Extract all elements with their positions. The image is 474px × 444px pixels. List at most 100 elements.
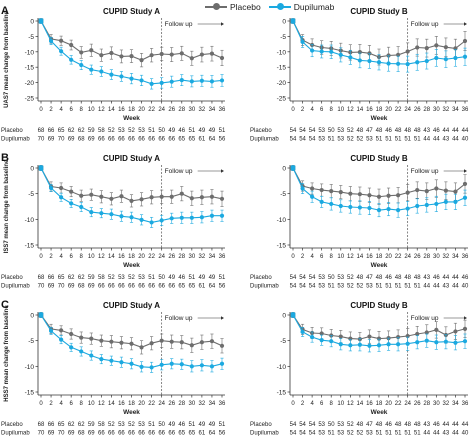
x-tick-label: 12 [347, 254, 354, 260]
at-risk-count: 68 [38, 128, 45, 134]
x-tick-label: 32 [199, 254, 206, 260]
data-point-dupilumab [300, 329, 305, 335]
data-point-placebo [209, 339, 215, 344]
data-point-dupilumab [199, 215, 204, 220]
at-risk-count: 61 [199, 284, 206, 290]
chart-title: CUPID Study A [103, 7, 160, 16]
data-point-dupilumab [405, 341, 410, 346]
at-risk-count: 53 [118, 128, 125, 134]
at-risk-count: 53 [318, 137, 325, 143]
data-point-placebo [69, 331, 74, 337]
followup-label: Follow up [165, 21, 193, 28]
at-risk-count: 44 [433, 284, 440, 290]
at-risk-row-label: Dupilumab [1, 431, 30, 437]
data-point-dupilumab [443, 339, 448, 344]
x-tick-label: 6 [69, 401, 73, 407]
data-point-placebo [415, 187, 420, 193]
at-risk-count: 46 [178, 275, 185, 281]
at-risk-count: 66 [128, 137, 135, 143]
at-risk-count: 66 [118, 284, 125, 290]
at-risk-count: 53 [366, 284, 373, 290]
x-tick-label: 8 [80, 107, 84, 113]
x-tick-label: 18 [376, 107, 383, 113]
data-point-placebo [415, 45, 420, 50]
data-point-placebo [396, 334, 401, 340]
x-tick-label: 34 [209, 254, 216, 260]
data-point-dupilumab [89, 353, 94, 358]
at-risk-count: 65 [178, 284, 185, 290]
x-tick-label: 26 [414, 107, 421, 113]
x-tick-label: 8 [330, 254, 334, 260]
x-tick-label: 14 [108, 401, 115, 407]
x-tick-label: 8 [80, 401, 84, 407]
x-tick-label: 4 [59, 107, 63, 113]
at-risk-count: 53 [337, 422, 344, 428]
at-risk-count: 44 [443, 275, 450, 281]
at-risk-count: 48 [395, 422, 402, 428]
data-point-dupilumab [48, 185, 54, 191]
at-risk-count: 48 [376, 128, 383, 134]
data-point-dupilumab [89, 67, 94, 72]
data-point-placebo [434, 327, 439, 332]
data-point-dupilumab [59, 49, 64, 54]
x-tick-label: 28 [423, 107, 430, 113]
at-risk-count: 44 [452, 431, 459, 437]
data-point-dupilumab [179, 78, 184, 83]
x-tick-label: 6 [320, 107, 324, 113]
y-tick-label: -5 [28, 338, 34, 345]
at-risk-count: 49 [209, 422, 216, 428]
x-tick-label: 14 [108, 254, 115, 260]
x-tick-label: 12 [347, 401, 354, 407]
y-axis-label: UAS7 mean change from baseline [4, 10, 10, 107]
legend-label-dupilumab: Dupilumab [293, 1, 335, 12]
at-risk-count: 66 [48, 422, 55, 428]
data-point-dupilumab [434, 201, 439, 207]
panel-A-study-a: A CUPID Study A 0 -5 -10 -15 -20 -25 UAS7 mean c… [1, 5, 226, 143]
x-tick-label: 30 [433, 401, 440, 407]
at-risk-count: 70 [58, 284, 65, 290]
data-point-dupilumab [424, 58, 429, 64]
at-risk-count: 50 [328, 275, 335, 281]
data-point-dupilumab [310, 334, 315, 340]
x-axis-label: Week [371, 115, 388, 122]
data-point-placebo [189, 343, 194, 348]
x-tick-label: 6 [320, 254, 324, 260]
data-point-placebo [99, 53, 104, 58]
at-risk-count: 54 [309, 431, 316, 437]
y-tick-label: -5 [28, 191, 34, 198]
x-tick-label: 22 [148, 107, 155, 113]
at-risk-count: 53 [366, 431, 373, 437]
data-point-placebo [119, 194, 124, 199]
data-point-placebo [139, 197, 144, 202]
data-point-placebo [310, 186, 315, 191]
data-point-placebo [139, 345, 144, 350]
followup-label: Follow up [411, 168, 439, 175]
at-risk-count: 69 [48, 284, 55, 290]
at-risk-count: 52 [128, 275, 135, 281]
at-risk-count: 54 [309, 137, 316, 143]
at-risk-count: 51 [188, 422, 195, 428]
x-tick-label: 22 [148, 254, 155, 260]
data-point-dupilumab [179, 362, 184, 367]
data-point-placebo [453, 189, 458, 194]
y-tick-label: -10 [25, 217, 35, 224]
at-risk-count: 54 [309, 284, 316, 290]
data-point-placebo [424, 330, 429, 335]
at-risk-count: 48 [414, 275, 421, 281]
x-tick-label: 18 [128, 107, 135, 113]
data-point-dupilumab [329, 49, 334, 54]
at-risk-count: 53 [337, 431, 344, 437]
x-tick-label: 34 [452, 401, 459, 407]
at-risk-count: 59 [88, 128, 95, 134]
x-tick-label: 16 [366, 107, 373, 113]
data-point-dupilumab [189, 79, 194, 84]
data-point-placebo [109, 196, 114, 201]
panel-letter: A [1, 5, 9, 17]
y-tick-label: 0 [30, 313, 34, 320]
data-point-dupilumab [69, 57, 74, 62]
data-point-dupilumab [290, 165, 296, 171]
at-risk-count: 48 [357, 128, 364, 134]
x-tick-label: 2 [49, 107, 53, 113]
data-point-placebo [89, 336, 94, 341]
data-point-dupilumab [434, 55, 439, 61]
